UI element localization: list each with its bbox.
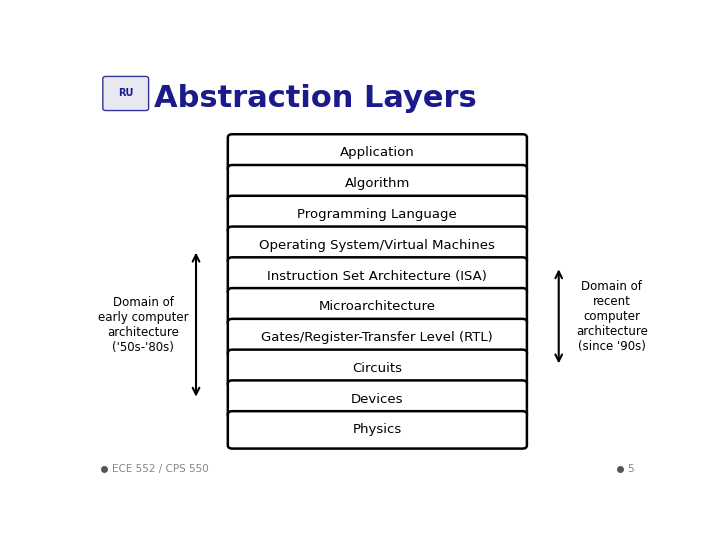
Text: RU: RU bbox=[118, 89, 133, 98]
Text: Physics: Physics bbox=[353, 423, 402, 436]
FancyBboxPatch shape bbox=[228, 380, 527, 418]
Text: Instruction Set Architecture (ISA): Instruction Set Architecture (ISA) bbox=[267, 269, 487, 282]
FancyBboxPatch shape bbox=[228, 349, 527, 387]
Text: Devices: Devices bbox=[351, 393, 404, 406]
FancyBboxPatch shape bbox=[228, 258, 527, 295]
Text: Domain of
early computer
architecture
('50s-'80s): Domain of early computer architecture ('… bbox=[98, 296, 189, 354]
FancyBboxPatch shape bbox=[228, 288, 527, 326]
FancyBboxPatch shape bbox=[228, 134, 527, 172]
Text: Gates/Register-Transfer Level (RTL): Gates/Register-Transfer Level (RTL) bbox=[261, 331, 493, 344]
FancyBboxPatch shape bbox=[228, 411, 527, 449]
FancyBboxPatch shape bbox=[228, 227, 527, 264]
Text: Application: Application bbox=[340, 146, 415, 159]
Text: Domain of
recent
computer
architecture
(since '90s): Domain of recent computer architecture (… bbox=[576, 280, 648, 353]
FancyBboxPatch shape bbox=[228, 319, 527, 356]
Text: Microarchitecture: Microarchitecture bbox=[319, 300, 436, 313]
Text: Operating System/Virtual Machines: Operating System/Virtual Machines bbox=[259, 239, 495, 252]
FancyBboxPatch shape bbox=[103, 77, 148, 111]
Text: Circuits: Circuits bbox=[352, 362, 402, 375]
Text: Abstraction Layers: Abstraction Layers bbox=[154, 84, 477, 112]
FancyBboxPatch shape bbox=[228, 196, 527, 233]
FancyBboxPatch shape bbox=[228, 165, 527, 202]
Text: Algorithm: Algorithm bbox=[345, 177, 410, 190]
Text: 5: 5 bbox=[627, 464, 634, 474]
Text: Programming Language: Programming Language bbox=[297, 208, 457, 221]
Text: ECE 552 / CPS 550: ECE 552 / CPS 550 bbox=[112, 464, 209, 474]
